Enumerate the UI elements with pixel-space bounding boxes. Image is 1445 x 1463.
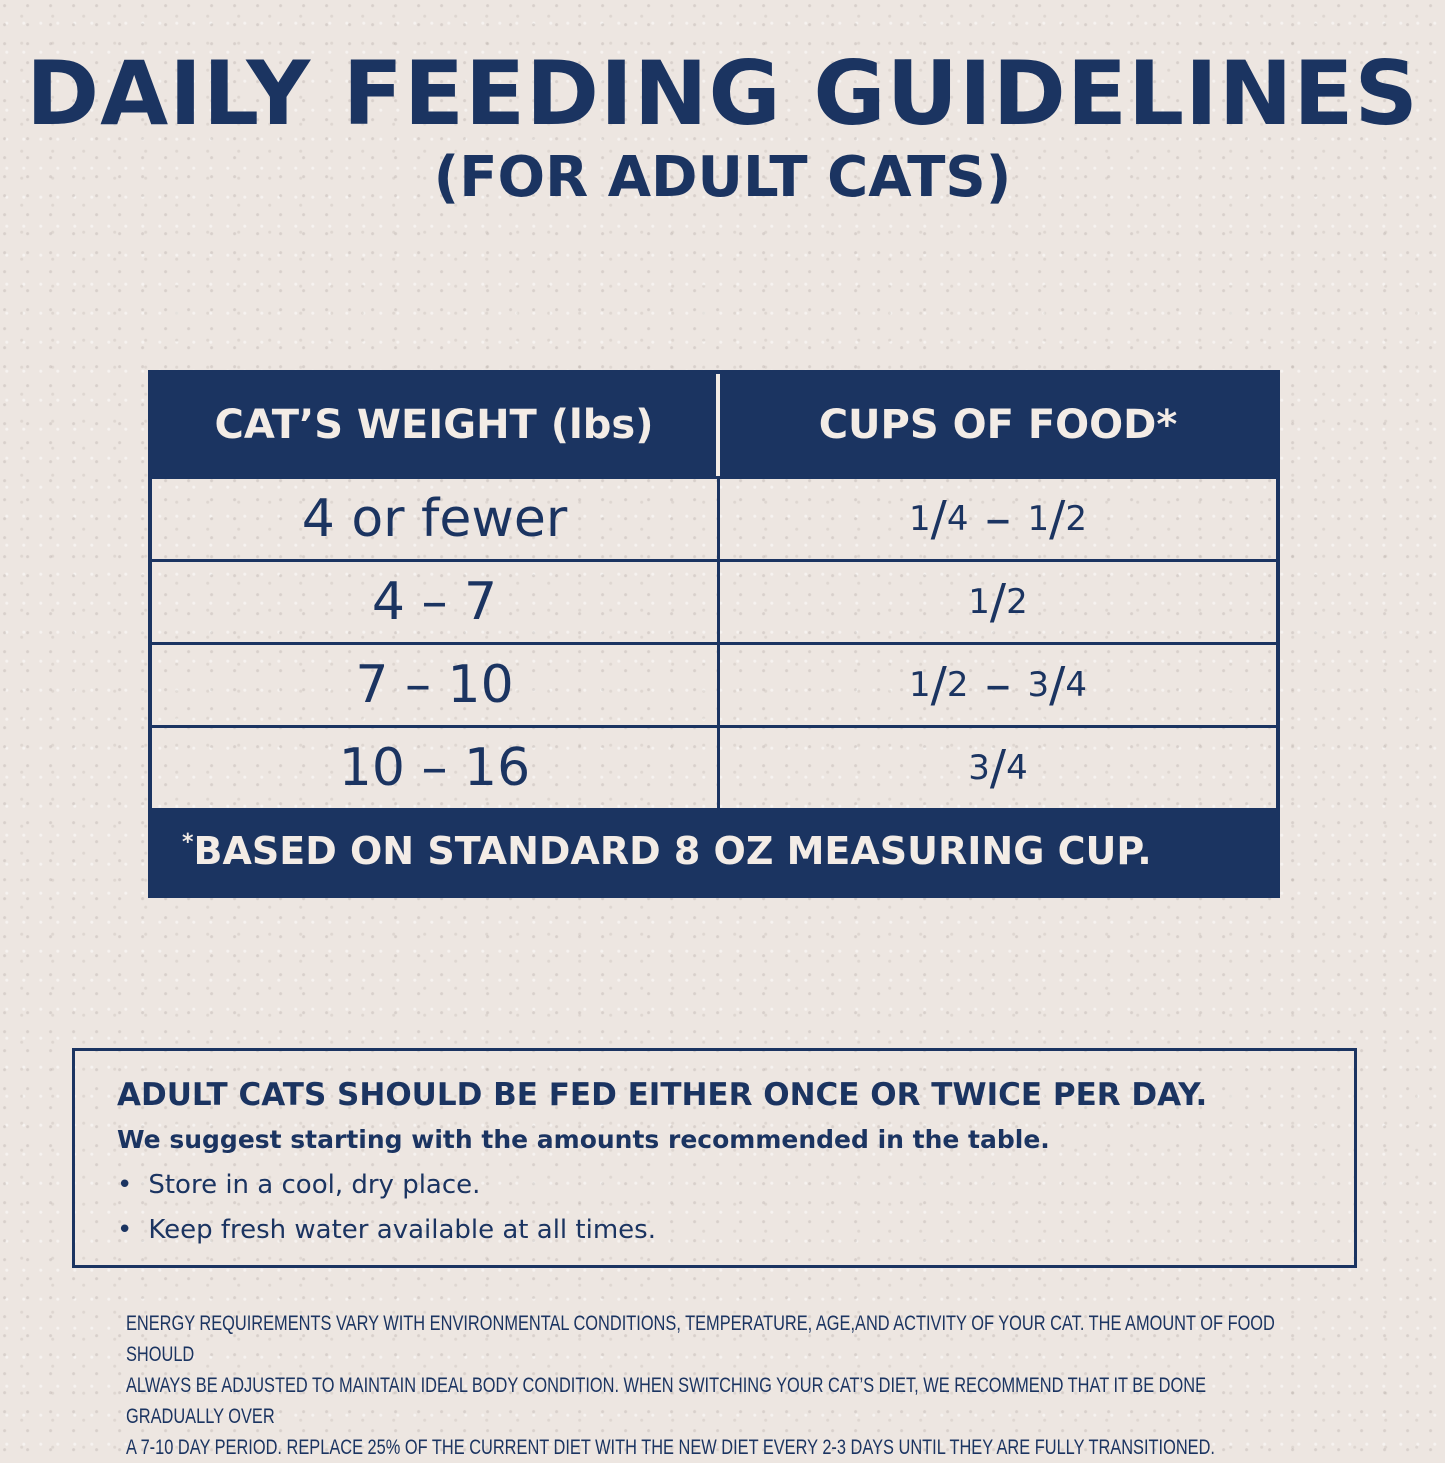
footnote-text: BASED ON STANDARD 8 OZ MEASURING CUP. [193,829,1152,873]
bullet-item: Store in a cool, dry place. [117,1163,1354,1208]
fine-print-line: A 7-10 DAY PERIOD. REPLACE 25% OF THE CU… [126,1436,1215,1459]
table-row: 4 – 7 1/2 [152,559,1276,642]
page-title: DAILY FEEDING GUIDELINES [26,42,1419,145]
cups-cell: 1/2 [968,574,1028,630]
table-row: 4 or fewer 1/4 – 1/2 [152,476,1276,559]
bullet-item: Keep fresh water available at all times. [117,1208,1354,1253]
feeding-table: CAT’S WEIGHT (lbs) CUPS OF FOOD* 4 or fe… [148,370,1280,898]
cups-cell: 3/4 [968,740,1028,796]
info-bullets: Store in a cool, dry place. Keep fresh w… [117,1163,1354,1253]
weight-cell: 4 – 7 [152,562,720,642]
info-box: ADULT CATS SHOULD BE FED EITHER ONCE OR … [72,1048,1357,1268]
weight-cell: 4 or fewer [152,479,720,559]
table-row: 7 – 10 1/2 – 3/4 [152,642,1276,725]
table-header-row: CAT’S WEIGHT (lbs) CUPS OF FOOD* [152,374,1276,476]
page-subtitle: (FOR ADULT CATS) [433,145,1012,210]
fine-print: ENERGY REQUIREMENTS VARY WITH ENVIRONMEN… [126,1308,1304,1463]
table-row: 10 – 16 3/4 [152,725,1276,808]
info-heading: ADULT CATS SHOULD BE FED EITHER ONCE OR … [117,1077,1208,1113]
info-suggestion: We suggest starting with the amounts rec… [117,1125,1050,1154]
fine-print-line: ENERGY REQUIREMENTS VARY WITH ENVIRONMEN… [126,1312,1275,1366]
header-weight: CAT’S WEIGHT (lbs) [152,374,720,476]
fine-print-line: ALWAYS BE ADJUSTED TO MAINTAIN IDEAL BOD… [126,1374,1206,1428]
cups-cell: 1/2 – 3/4 [909,655,1087,715]
header-cups: CUPS OF FOOD* [818,402,1178,448]
footnote-mark: * [182,830,194,855]
weight-cell: 7 – 10 [152,645,720,725]
cups-cell: 1/4 – 1/2 [909,489,1087,549]
weight-cell: 10 – 16 [152,728,720,808]
table-footnote: * BASED ON STANDARD 8 OZ MEASURING CUP. [152,808,1276,894]
